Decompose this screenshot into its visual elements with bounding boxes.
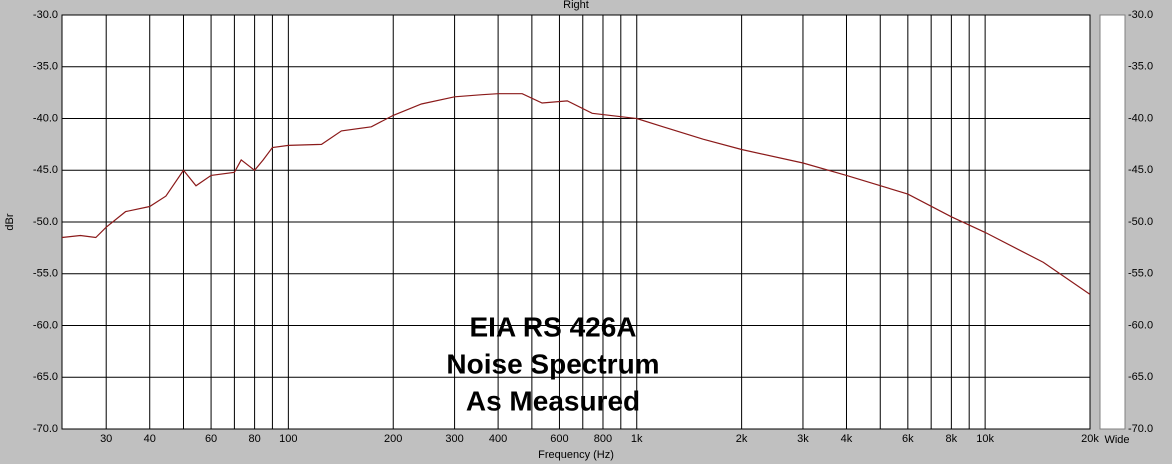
annotation: As Measured — [466, 385, 640, 416]
scale-bar — [1099, 14, 1126, 430]
x-axis-label: Frequency (Hz) — [538, 449, 614, 461]
y-tick-label-right: -65.0 — [1128, 371, 1153, 383]
x-tick-label: 6k — [902, 433, 914, 445]
x-tick-label: 2k — [736, 433, 748, 445]
y-tick-label-right: -60.0 — [1128, 319, 1153, 331]
y-tick-label-right: -70.0 — [1128, 423, 1153, 435]
x-tick-label: 30 — [100, 433, 112, 445]
y-tick-label: -60.0 — [33, 319, 58, 331]
x-tick-label: 800 — [594, 433, 612, 445]
x-tick-label: 100 — [279, 433, 297, 445]
x-tick-label: 3k — [797, 433, 809, 445]
y-tick-label-right: -30.0 — [1128, 9, 1153, 21]
y-tick-label-right: -40.0 — [1128, 112, 1153, 124]
x-tick-label: 400 — [489, 433, 507, 445]
y-tick-label: -35.0 — [33, 61, 58, 73]
x-tick-label: 20k — [1081, 433, 1099, 445]
y-tick-label-right: -35.0 — [1128, 61, 1153, 73]
right-label: Wide — [1104, 434, 1129, 446]
y-axis-label: dBr — [4, 213, 16, 230]
x-tick-label: 60 — [205, 433, 217, 445]
x-tick-label: 8k — [946, 433, 958, 445]
y-tick-label-right: -50.0 — [1128, 216, 1153, 228]
y-tick-label: -70.0 — [33, 423, 58, 435]
x-tick-label: 4k — [841, 433, 853, 445]
x-tick-label: 200 — [384, 433, 402, 445]
y-tick-label: -40.0 — [33, 112, 58, 124]
annotation: EIA RS 426A — [469, 311, 636, 342]
x-tick-label: 80 — [248, 433, 260, 445]
y-tick-label: -65.0 — [33, 371, 58, 383]
data-line — [61, 93, 1091, 295]
x-tick-label: 10k — [976, 433, 994, 445]
y-tick-label: -55.0 — [33, 268, 58, 280]
y-tick-label: -30.0 — [33, 9, 58, 21]
y-tick-label: -45.0 — [33, 164, 58, 176]
x-tick-label: 300 — [445, 433, 463, 445]
chart-title: Right — [563, 0, 589, 11]
x-tick-label: 1k — [631, 433, 643, 445]
x-tick-label: 40 — [144, 433, 156, 445]
y-tick-label: -50.0 — [33, 216, 58, 228]
y-tick-label-right: -55.0 — [1128, 268, 1153, 280]
annotation: Noise Spectrum — [446, 348, 659, 379]
x-tick-label: 600 — [550, 433, 568, 445]
y-tick-label-right: -45.0 — [1128, 164, 1153, 176]
